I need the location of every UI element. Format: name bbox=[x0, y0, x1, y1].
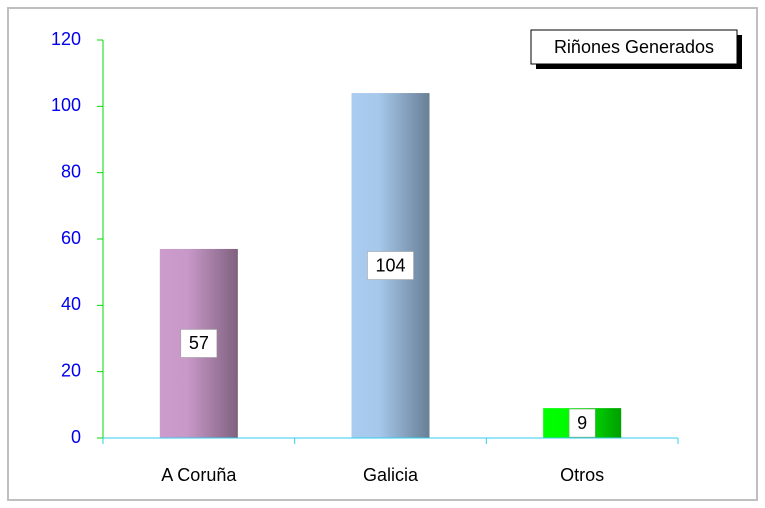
y-tick-label: 120 bbox=[51, 29, 81, 49]
data-label: 9 bbox=[577, 413, 587, 433]
x-tick-label: A Coruña bbox=[161, 465, 237, 485]
data-label-box bbox=[367, 251, 414, 280]
y-tick-label: 80 bbox=[61, 161, 81, 181]
legend-label: Riñones Generados bbox=[554, 37, 714, 57]
data-label: 57 bbox=[189, 333, 209, 353]
legend-box bbox=[530, 29, 738, 65]
data-label-box bbox=[568, 408, 596, 438]
y-tick-label: 100 bbox=[51, 95, 81, 115]
data-label: 104 bbox=[375, 255, 405, 275]
x-tick-label: Galicia bbox=[363, 465, 419, 485]
data-label-box bbox=[180, 329, 218, 358]
x-tick-label: Otros bbox=[560, 465, 604, 485]
y-tick-label: 60 bbox=[61, 228, 81, 248]
y-tick-label: 0 bbox=[71, 427, 81, 447]
y-tick-label: 40 bbox=[61, 294, 81, 314]
y-tick-label: 20 bbox=[61, 360, 81, 380]
